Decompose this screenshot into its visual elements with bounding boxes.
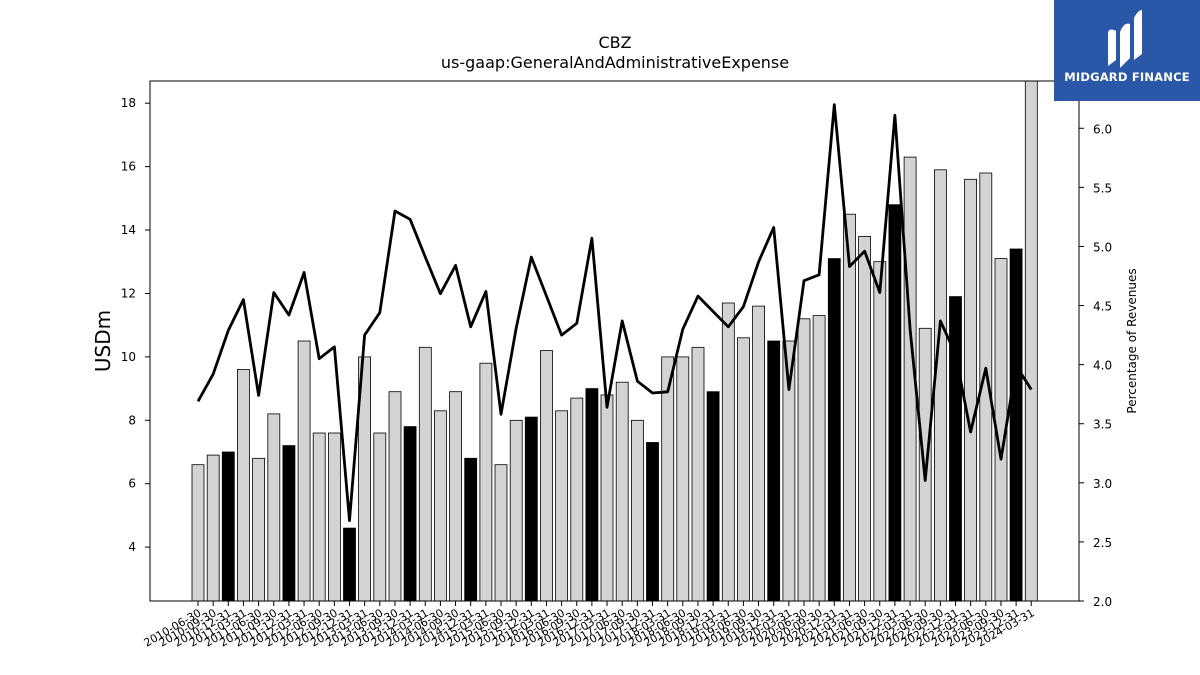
bar [858, 235, 871, 602]
bar [676, 356, 690, 602]
bar [737, 337, 750, 602]
y-tick-label: 8 [128, 413, 136, 427]
chart-title: CBZ [598, 33, 631, 52]
y2-tick-label: 4.0 [1093, 359, 1112, 373]
bar [585, 388, 599, 602]
bar [373, 432, 387, 602]
brand-logo: MIDGARD FINANCE [1054, 0, 1200, 101]
y-axis-right: 2.0 2.5 3.0 3.5 4.0 4.5 5.0 5.5 6.0 [1079, 122, 1112, 609]
y-axis-left: 4 6 8 10 12 14 16 18 [121, 96, 150, 554]
y-tick-label: 6 [128, 477, 136, 491]
y2-tick-label: 5.5 [1093, 181, 1112, 195]
y-axis-label: USDm [91, 310, 115, 372]
bar [327, 432, 341, 602]
y2-tick-label: 4.5 [1093, 300, 1112, 314]
midgard-logo-icon [1108, 10, 1142, 68]
line-series [196, 103, 1033, 522]
x-axis: 2010-06-302010-09-302010-12-312011-03-31… [142, 601, 1037, 650]
bar [797, 318, 811, 602]
y2-axis-label: Percentage of Revenues [1125, 268, 1139, 413]
bar [934, 169, 947, 602]
bar [721, 302, 735, 602]
bar [449, 391, 463, 602]
bar [464, 457, 478, 602]
bar [433, 410, 447, 602]
y-tick-label: 10 [121, 350, 136, 364]
y-tick-label: 18 [121, 96, 136, 110]
bar [600, 394, 614, 602]
bar [388, 391, 402, 602]
bar [1024, 80, 1038, 602]
bar [494, 464, 508, 602]
brand-name: MIDGARD FINANCE [1064, 70, 1190, 84]
bar [343, 527, 356, 602]
bar [827, 258, 841, 602]
bar [206, 454, 220, 602]
bar [540, 350, 553, 602]
y-tick-label: 12 [121, 286, 136, 300]
bar [418, 346, 432, 602]
bar [509, 419, 523, 602]
bar [403, 426, 417, 602]
bar [267, 413, 281, 602]
bar [221, 451, 235, 602]
bar [191, 464, 205, 602]
y2-tick-label: 2.5 [1093, 536, 1112, 550]
y2-tick-label: 5.0 [1093, 240, 1112, 254]
bar [646, 442, 659, 602]
bar [691, 346, 705, 602]
y2-tick-label: 6.0 [1093, 122, 1112, 136]
chart-subtitle: us-gaap:GeneralAndAdministrativeExpense [441, 53, 789, 72]
bar [615, 381, 629, 602]
y2-tick-label: 3.5 [1093, 418, 1112, 432]
bar [252, 457, 266, 602]
y-tick-label: 14 [121, 223, 136, 237]
bar [236, 369, 250, 602]
revenue-percentage-line [196, 103, 1033, 522]
y-tick-label: 4 [128, 540, 136, 554]
bar [964, 178, 977, 602]
plot-frame [149, 80, 1080, 602]
bar [297, 340, 311, 602]
bar [524, 416, 538, 602]
bar [631, 419, 644, 602]
bar [479, 362, 493, 602]
bar [752, 305, 765, 602]
bar [888, 204, 902, 602]
bar [706, 391, 720, 602]
y2-tick-label: 2.0 [1093, 595, 1112, 609]
bar [918, 327, 932, 602]
y-tick-label: 16 [121, 160, 136, 174]
y2-tick-label: 3.0 [1093, 477, 1112, 491]
bar [312, 432, 326, 602]
bar [1009, 248, 1023, 602]
bar [282, 445, 296, 602]
bar [843, 213, 856, 602]
bar [767, 340, 781, 602]
bar [873, 261, 887, 602]
bar [812, 315, 826, 602]
bar [555, 410, 568, 602]
bar [570, 397, 584, 602]
